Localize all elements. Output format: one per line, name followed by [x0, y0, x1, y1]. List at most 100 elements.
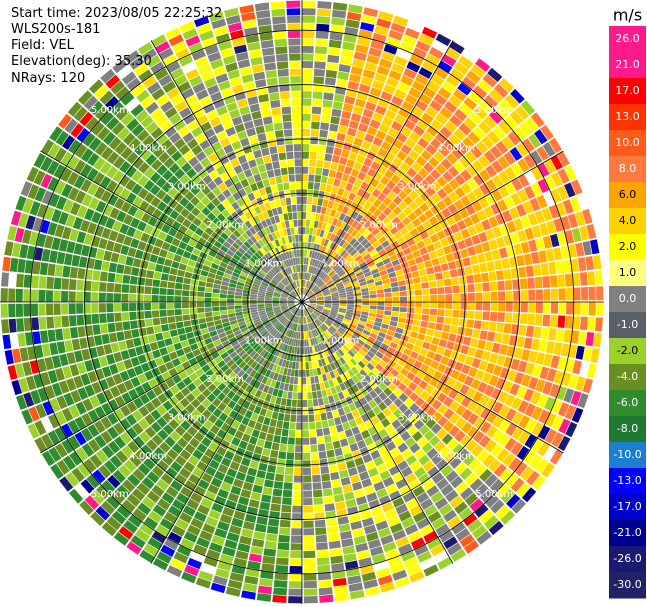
velocity-gate	[329, 225, 336, 233]
velocity-gate	[440, 158, 453, 170]
velocity-gate	[389, 254, 398, 262]
velocity-gate	[451, 277, 459, 286]
velocity-gate	[345, 288, 353, 293]
velocity-gate	[495, 140, 509, 155]
velocity-gate	[413, 207, 424, 217]
velocity-gate	[325, 207, 332, 216]
velocity-gate	[352, 240, 360, 249]
velocity-gate	[332, 298, 340, 301]
velocity-gate	[304, 249, 308, 257]
velocity-gate	[466, 191, 478, 203]
velocity-gate	[353, 51, 367, 61]
velocity-gate	[398, 201, 408, 211]
velocity-gate	[421, 131, 434, 143]
velocity-gate	[310, 212, 316, 220]
velocity-gate	[433, 240, 443, 250]
velocity-gate	[437, 87, 452, 100]
velocity-gate	[474, 222, 485, 234]
velocity-gate	[477, 79, 493, 94]
colorbar-tick-label: 1.0	[619, 266, 637, 279]
velocity-gate	[315, 167, 323, 176]
velocity-gate	[358, 197, 367, 207]
velocity-gate	[473, 173, 485, 186]
velocity-gate	[309, 250, 313, 258]
velocity-gate	[308, 296, 316, 300]
velocity-gate	[387, 127, 399, 138]
velocity-gate	[421, 282, 429, 289]
velocity-gate	[564, 182, 576, 198]
velocity-gate	[425, 106, 439, 118]
velocity-gate	[375, 244, 384, 253]
velocity-gate	[302, 151, 309, 159]
velocity-gate	[333, 93, 345, 103]
velocity-gate	[571, 227, 582, 243]
velocity-gate	[435, 163, 447, 175]
velocity-gate	[363, 157, 373, 167]
velocity-gate	[348, 175, 357, 185]
velocity-gate	[546, 220, 557, 234]
velocity-gate	[308, 174, 315, 182]
velocity-gate	[485, 192, 496, 205]
velocity-gate	[463, 117, 477, 131]
velocity-gate	[391, 62, 405, 74]
velocity-gate	[408, 201, 419, 211]
velocity-gate	[404, 155, 415, 167]
velocity-gate	[424, 209, 434, 219]
velocity-gate	[331, 292, 339, 296]
velocity-gate	[313, 76, 325, 85]
velocity-gate	[368, 286, 376, 291]
velocity-gate	[345, 285, 353, 290]
velocity-gate	[341, 206, 350, 215]
velocity-gate	[323, 230, 329, 239]
velocity-gate	[501, 136, 515, 150]
velocity-gate	[315, 293, 323, 297]
velocity-gate	[305, 265, 308, 273]
velocity-gate	[337, 269, 345, 276]
velocity-gate	[382, 207, 392, 217]
velocity-gate	[497, 155, 510, 170]
velocity-gate	[511, 162, 523, 177]
velocity-gate	[356, 188, 366, 197]
velocity-gate	[365, 101, 377, 112]
velocity-gate	[393, 245, 403, 254]
velocity-gate	[334, 210, 342, 219]
velocity-gate	[330, 162, 339, 171]
velocity-gate	[352, 265, 361, 272]
velocity-gate	[528, 239, 538, 252]
velocity-gate	[425, 197, 436, 208]
velocity-gate	[383, 283, 391, 289]
velocity-gate	[425, 144, 438, 156]
velocity-gate	[438, 145, 451, 157]
velocity-gate	[371, 268, 379, 275]
velocity-gate	[315, 268, 321, 276]
velocity-gate	[472, 159, 484, 173]
velocity-gate	[397, 236, 406, 245]
velocity-gate	[346, 235, 354, 243]
velocity-gate	[567, 244, 577, 258]
velocity-gate	[330, 288, 338, 293]
velocity-gate	[460, 195, 471, 207]
velocity-gate	[479, 169, 491, 182]
velocity-gate	[382, 257, 391, 265]
velocity-gate	[356, 154, 366, 164]
velocity-gate	[362, 108, 374, 119]
velocity-gate	[508, 207, 520, 220]
velocity-gate	[415, 73, 429, 86]
velocity-gate	[533, 264, 542, 277]
velocity-gate	[358, 123, 369, 133]
velocity-gate	[354, 254, 363, 262]
velocity-gate	[311, 250, 316, 259]
velocity-gate	[318, 190, 325, 199]
velocity-gate	[421, 112, 434, 125]
velocity-gate	[322, 255, 328, 263]
velocity-gate	[337, 71, 350, 81]
velocity-gate	[416, 262, 426, 270]
velocity-gate	[487, 130, 500, 144]
velocity-gate	[337, 288, 346, 292]
velocity-gate	[303, 280, 306, 288]
velocity-gate	[478, 155, 490, 168]
velocity-gate	[384, 287, 392, 293]
velocity-gate	[494, 259, 503, 271]
velocity-gate	[332, 243, 339, 252]
